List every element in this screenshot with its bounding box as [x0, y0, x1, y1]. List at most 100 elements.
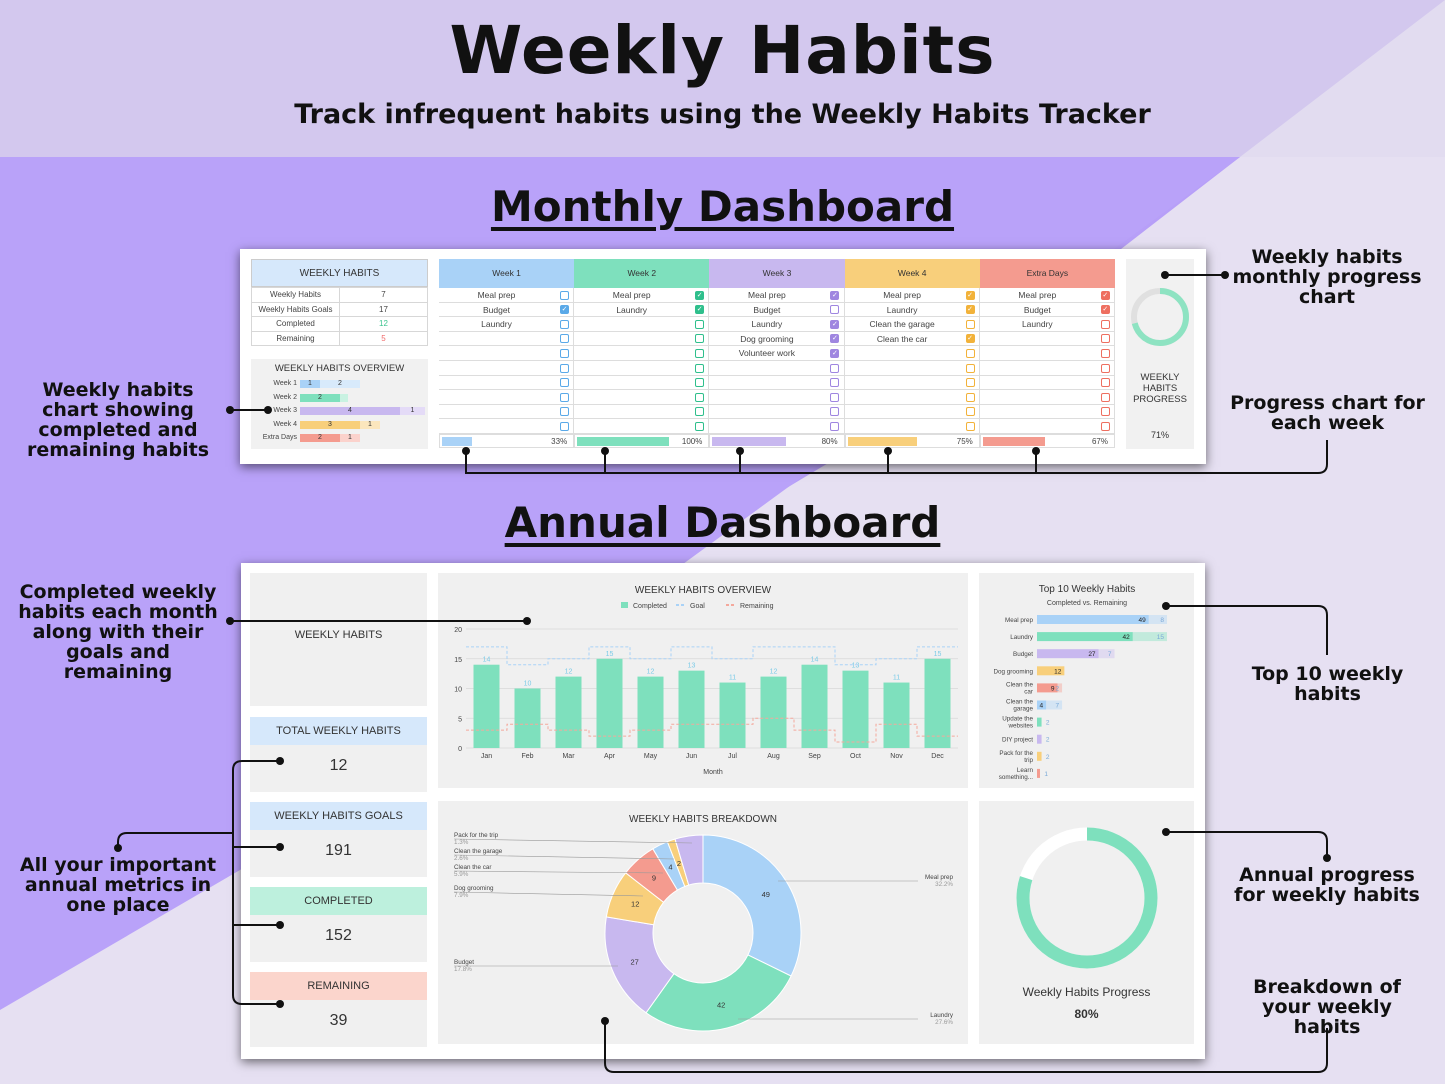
week-task-checkbox[interactable] — [695, 319, 705, 329]
week-task-row — [439, 346, 575, 361]
week-task-checkbox[interactable] — [560, 392, 569, 402]
pie-leader-line — [453, 891, 644, 897]
week-task-checkbox[interactable] — [695, 421, 705, 431]
chart-title: WEEKLY HABITS BREAKDOWN — [629, 814, 777, 825]
week-task-checkbox[interactable] — [1100, 363, 1110, 373]
week-task-row: Meal prep ✓ — [979, 288, 1115, 303]
pie-percent-label: 17.8% — [454, 966, 472, 973]
bar-category-label: Update the — [1002, 716, 1033, 723]
week-task-checkbox[interactable] — [965, 319, 975, 329]
week-task-checkbox[interactable] — [830, 305, 840, 315]
week-task-label: Meal prep — [1018, 290, 1057, 300]
metric-label: COMPLETED — [250, 887, 427, 915]
week-task-checkbox[interactable] — [1100, 334, 1110, 344]
week-task-label: Meal prep — [612, 290, 651, 300]
week-task-row — [844, 361, 980, 376]
pie-value-label: 12 — [631, 899, 639, 908]
annual-dashboard-panel: WEEKLY HABITS TOTAL WEEKLY HABITS 12 WEEKLY… — [241, 563, 1205, 1059]
week-progress-bar — [712, 437, 787, 446]
week-task-checkbox[interactable]: ✓ — [830, 334, 840, 344]
week-progress-row: 80% — [709, 434, 845, 448]
week-task-label: Budget — [483, 304, 510, 315]
week-progress-row: 75% — [844, 434, 980, 448]
week-task-checkbox[interactable] — [965, 407, 975, 417]
week-task-row — [439, 361, 575, 376]
week-task-checkbox[interactable] — [830, 392, 840, 402]
week-task-checkbox[interactable] — [560, 290, 569, 300]
week-progress-row: 33% — [439, 434, 575, 448]
x-tick-label: Nov — [890, 753, 903, 760]
bar-completed — [678, 670, 705, 748]
week-task-row — [574, 375, 710, 391]
week-task-checkbox[interactable]: ✓ — [695, 290, 705, 300]
week-task-checkbox[interactable] — [965, 363, 975, 373]
week-task-checkbox[interactable] — [1100, 319, 1110, 329]
week-task-checkbox[interactable] — [695, 407, 705, 417]
week-task-checkbox[interactable] — [695, 334, 705, 344]
week-task-checkbox[interactable] — [560, 319, 569, 329]
week-task-checkbox[interactable] — [830, 421, 840, 431]
bar-completed-label: 9 — [1051, 685, 1055, 692]
bar-remaining-label: 8 — [1160, 617, 1164, 624]
bar-completed — [842, 670, 869, 748]
week-header-1: Week 1 — [439, 259, 575, 288]
week-task-checkbox[interactable] — [560, 421, 569, 431]
metric-card-2: TOTAL WEEKLY HABITS 12 — [250, 717, 427, 792]
overview-remaining-bar: 2 — [320, 380, 360, 388]
week-task-checkbox[interactable]: ✓ — [965, 334, 975, 344]
week-task-checkbox[interactable] — [560, 334, 569, 344]
week-task-checkbox[interactable]: ✓ — [1100, 305, 1110, 315]
week-task-checkbox[interactable] — [695, 392, 705, 402]
metric-label: REMAINING — [250, 972, 427, 1000]
monthly-summary: WEEKLY HABITS Weekly Habits 7 Weekly Habit… — [251, 259, 428, 346]
week-task-checkbox[interactable] — [695, 378, 705, 388]
week-task-row: Meal prep — [439, 288, 575, 303]
bar-value-label: 12 — [647, 669, 655, 676]
week-task-row — [979, 361, 1115, 376]
week-task-label: Clean the car — [876, 333, 928, 344]
week-task-checkbox[interactable] — [560, 407, 569, 417]
week-task-checkbox[interactable] — [1100, 378, 1110, 388]
week-task-checkbox[interactable] — [560, 348, 569, 358]
summary-row: Weekly Habits 7 — [251, 287, 428, 303]
week-progress-bar — [442, 437, 472, 446]
overview-title: WEEKLY HABITS OVERVIEW — [274, 363, 405, 374]
week-task-checkbox[interactable]: ✓ — [965, 290, 975, 300]
monthly-dashboard-heading: Monthly Dashboard — [490, 182, 955, 231]
week-task-checkbox[interactable] — [560, 363, 569, 373]
week-task-checkbox[interactable] — [695, 363, 705, 373]
week-task-checkbox[interactable]: ✓ — [1100, 290, 1110, 300]
week-task-checkbox[interactable]: ✓ — [695, 305, 705, 315]
week-task-checkbox[interactable] — [830, 378, 840, 388]
week-task-checkbox[interactable] — [965, 392, 975, 402]
week-task-checkbox[interactable] — [560, 378, 569, 388]
week-task-checkbox[interactable]: ✓ — [830, 319, 840, 329]
week-task-checkbox[interactable]: ✓ — [830, 290, 840, 300]
week-task-row: Clean the car ✓ — [844, 331, 980, 347]
week-task-checkbox[interactable]: ✓ — [830, 348, 840, 358]
week-task-checkbox[interactable] — [1100, 348, 1110, 358]
week-header-2: Week 2 — [574, 259, 710, 288]
week-task-checkbox[interactable]: ✓ — [560, 305, 569, 315]
week-task-checkbox[interactable] — [1100, 392, 1110, 402]
week-task-row — [979, 404, 1115, 420]
annotation-monthly-progress-chart: Weekly habits monthly progress chart — [1232, 246, 1422, 308]
week-task-checkbox[interactable] — [830, 363, 840, 373]
bar-value-label: 12 — [770, 669, 778, 676]
week-task-label: Budget — [1023, 304, 1051, 315]
week-task-checkbox[interactable]: ✓ — [965, 305, 975, 315]
overview-row-label: Week 4 — [273, 420, 297, 428]
week-task-row — [979, 346, 1115, 361]
week-task-checkbox[interactable] — [1100, 421, 1110, 431]
week-progress-bar — [847, 437, 917, 446]
week-task-checkbox[interactable] — [965, 421, 975, 431]
overview-row-label: Extra Days — [262, 434, 297, 441]
week-task-checkbox[interactable] — [695, 348, 705, 358]
week-task-checkbox[interactable] — [965, 348, 975, 358]
week-task-checkbox[interactable] — [965, 378, 975, 388]
week-task-checkbox[interactable] — [830, 407, 840, 417]
bar-completed — [596, 658, 623, 748]
x-tick-label: Oct — [850, 753, 861, 760]
overview-remaining-bar: 1 — [360, 420, 380, 429]
week-task-checkbox[interactable] — [1100, 407, 1110, 417]
